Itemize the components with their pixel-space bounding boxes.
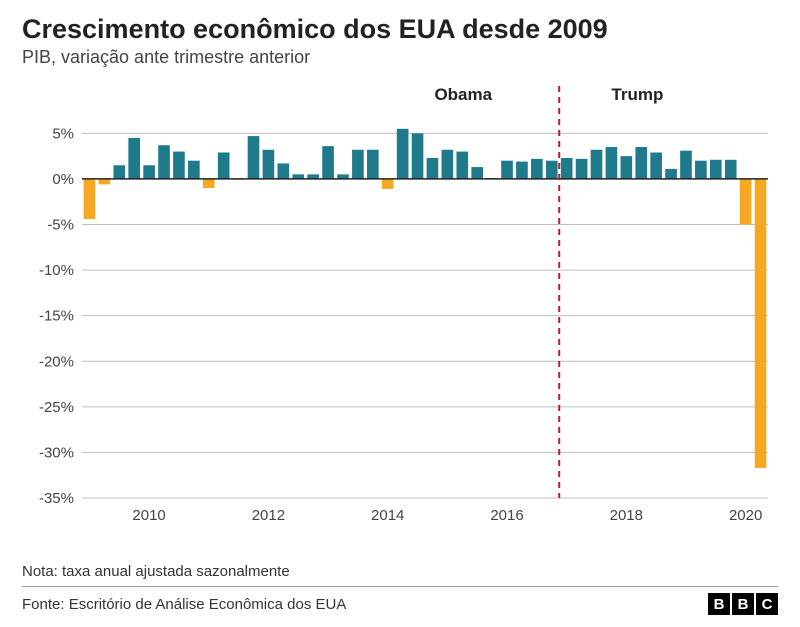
bar bbox=[546, 161, 558, 179]
y-tick-label: -15% bbox=[39, 308, 74, 325]
bar bbox=[471, 167, 483, 179]
president-label: Trump bbox=[611, 85, 663, 104]
y-tick-label: -35% bbox=[39, 490, 74, 507]
bar bbox=[531, 159, 543, 179]
bar bbox=[158, 145, 170, 179]
bar bbox=[367, 150, 379, 179]
bar bbox=[188, 161, 200, 179]
bar bbox=[561, 158, 573, 179]
bar bbox=[382, 179, 394, 189]
bar bbox=[680, 151, 692, 179]
bar bbox=[397, 129, 409, 179]
bar bbox=[576, 159, 588, 179]
bar bbox=[725, 160, 737, 179]
bar bbox=[442, 150, 454, 179]
bar bbox=[501, 161, 513, 179]
bar bbox=[113, 165, 125, 179]
bbc-logo-c: C bbox=[756, 593, 778, 615]
president-label: Obama bbox=[434, 85, 492, 104]
x-tick-label: 2012 bbox=[252, 507, 285, 524]
bar bbox=[352, 150, 364, 179]
x-tick-label: 2018 bbox=[610, 507, 643, 524]
y-tick-label: -5% bbox=[47, 217, 74, 234]
chart-note: Nota: taxa anual ajustada sazonalmente bbox=[22, 557, 778, 586]
bar bbox=[650, 152, 662, 178]
bar bbox=[99, 179, 111, 184]
bar bbox=[635, 147, 647, 179]
bar bbox=[128, 138, 140, 179]
y-tick-label: -25% bbox=[39, 399, 74, 416]
bar bbox=[143, 165, 155, 179]
chart-area: 5% 0% -5% -10% -15% -20% -25% -30% -35% Obama Trum… bbox=[22, 78, 778, 528]
chart-title: Crescimento econômico dos EUA desde 2009 bbox=[0, 0, 800, 47]
bar bbox=[695, 161, 707, 179]
bbc-logo-b2: B bbox=[732, 593, 754, 615]
chart-footer: Nota: taxa anual ajustada sazonalmente F… bbox=[22, 557, 778, 615]
y-tick-label: -20% bbox=[39, 353, 74, 370]
bar-chart: 5% 0% -5% -10% -15% -20% -25% -30% -35% Obama Trum… bbox=[22, 78, 778, 528]
bar bbox=[263, 150, 275, 179]
chart-source: Fonte: Escritório de Análise Econômica d… bbox=[22, 596, 346, 613]
bar bbox=[248, 136, 260, 179]
bbc-logo: B B C bbox=[708, 593, 778, 615]
bar bbox=[278, 163, 290, 178]
bar bbox=[322, 146, 334, 179]
bar bbox=[621, 156, 633, 179]
x-tick-label: 2010 bbox=[132, 507, 165, 524]
y-tick-label: -30% bbox=[39, 444, 74, 461]
bar bbox=[203, 179, 215, 188]
chart-subtitle: PIB, variação ante trimestre anterior bbox=[0, 47, 800, 76]
bar bbox=[456, 152, 468, 179]
bar bbox=[218, 152, 230, 178]
bar bbox=[665, 169, 677, 179]
bar bbox=[427, 158, 439, 179]
bar bbox=[591, 150, 603, 179]
bar bbox=[173, 152, 185, 179]
y-tick-label: 0% bbox=[52, 171, 74, 188]
bar bbox=[84, 179, 96, 219]
bbc-logo-b1: B bbox=[708, 593, 730, 615]
y-tick-label: -10% bbox=[39, 262, 74, 279]
chart-container: Crescimento econômico dos EUA desde 2009… bbox=[0, 0, 800, 627]
bar bbox=[755, 179, 767, 468]
bar bbox=[710, 160, 722, 179]
y-tick-label: 5% bbox=[52, 125, 74, 142]
bar bbox=[412, 133, 424, 179]
bar bbox=[740, 179, 752, 225]
x-tick-label: 2014 bbox=[371, 507, 404, 524]
bar bbox=[516, 162, 528, 179]
bar bbox=[606, 147, 618, 179]
x-tick-label: 2016 bbox=[490, 507, 523, 524]
x-tick-label: 2020 bbox=[729, 507, 762, 524]
